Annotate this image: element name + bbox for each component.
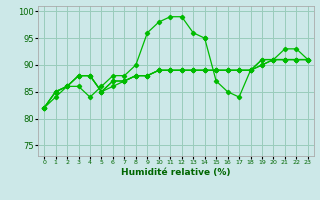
- X-axis label: Humidité relative (%): Humidité relative (%): [121, 168, 231, 177]
